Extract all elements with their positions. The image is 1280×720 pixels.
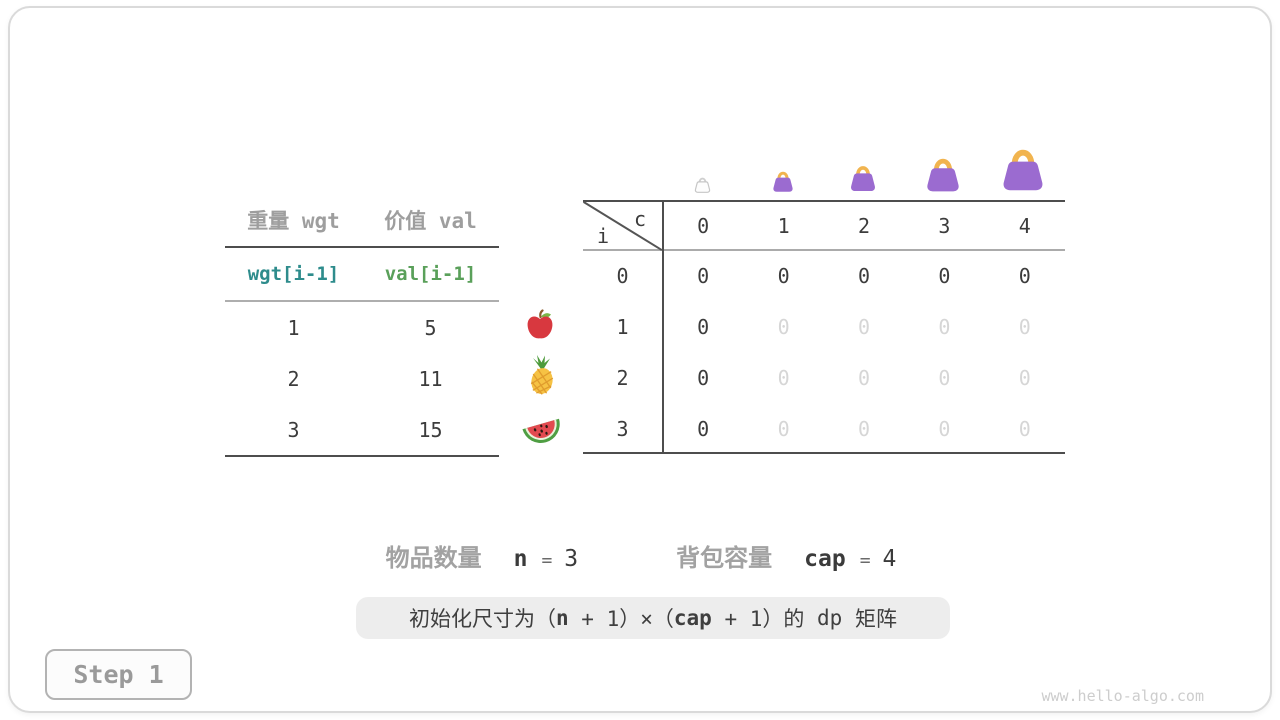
matrix-header-divider: [583, 249, 1065, 251]
table-row: 3 15: [225, 404, 499, 455]
caption-n-var: n: [556, 606, 569, 630]
dp-cell: 0: [1018, 416, 1031, 441]
matrix-row-headers: 0 1 2 3: [583, 251, 662, 454]
caption-text: + 1）的: [711, 607, 818, 631]
item-weight: 1: [287, 315, 300, 340]
dp-cell: 0: [697, 365, 710, 390]
item-weight: 2: [287, 366, 300, 391]
col-header: 0: [697, 213, 710, 238]
items-var: n: [513, 546, 528, 572]
dp-cell: 0: [777, 315, 790, 340]
caption-text: + 1）×（: [568, 607, 674, 631]
item-table-index-row: wgt[i-1] val[i-1]: [225, 248, 499, 300]
website-watermark: www.hello-algo.com: [1041, 687, 1204, 705]
wgt-index-label: wgt[i-1]: [247, 263, 340, 285]
items-value: 3: [564, 546, 579, 572]
dp-cell: 0: [777, 264, 790, 289]
params-line: 物品数量 n = 3 背包容量 cap = 4: [1, 538, 1280, 573]
item-weight: 3: [287, 417, 300, 442]
row-header: 2: [616, 365, 629, 390]
caption-dp-code: dp: [817, 606, 843, 630]
bag-icon-capacity-2: [847, 160, 879, 194]
matrix-bottom-border: [583, 452, 1065, 454]
capacity-label: 背包容量: [676, 544, 773, 572]
dp-cell: 0: [1018, 315, 1031, 340]
watermelon-icon: [519, 409, 563, 445]
dp-cell: 0: [938, 416, 951, 441]
dp-cell: 0: [697, 315, 710, 340]
table-row: 2 11: [225, 353, 499, 404]
matrix-row-var-label: i: [596, 224, 610, 248]
pineapple-icon: [523, 354, 559, 396]
item-table: 重量 wgt 价值 val wgt[i-1] val[i-1] 1 5 2 11…: [225, 193, 499, 457]
col-header: 4: [1018, 213, 1031, 238]
dp-cell: 0: [857, 315, 871, 340]
caption-text: 初始化尺寸为（: [409, 607, 556, 631]
matrix-col-var-label: c: [633, 207, 647, 231]
dp-matrix-cells: 0 0 0 0 0 0 0 0 0 0 0 0 0 0 0 0 0 0 0 0: [663, 251, 1065, 454]
equals-sign: =: [541, 550, 553, 571]
caption-cap-var: cap: [673, 606, 712, 630]
dp-cell: 0: [697, 416, 710, 441]
dp-cell: 0: [1018, 264, 1031, 289]
items-count-group: 物品数量 n = 3: [386, 538, 579, 573]
caption-text: 矩阵: [842, 607, 897, 631]
bag-icon-capacity-3: [922, 151, 964, 195]
dp-cell: 0: [697, 264, 710, 289]
capacity-group: 背包容量 cap = 4: [676, 538, 896, 573]
item-value: 5: [424, 315, 437, 340]
dp-cell: 0: [857, 365, 871, 390]
dp-cell: 0: [777, 365, 790, 390]
dp-cell: 0: [938, 264, 951, 289]
row-header: 3: [616, 416, 629, 441]
divider: [225, 455, 499, 457]
col-header: 3: [938, 213, 951, 238]
bag-icon-capacity-4: [997, 140, 1049, 195]
dp-cell: 0: [938, 315, 951, 340]
items-count-label: 物品数量: [385, 544, 482, 572]
matrix-column-headers: 0 1 2 3 4: [663, 202, 1065, 249]
value-column-header: 价值 val: [384, 208, 477, 233]
dp-cell: 0: [777, 416, 790, 441]
divider: [225, 246, 499, 248]
divider: [225, 300, 499, 302]
dp-cell: 0: [857, 416, 871, 441]
row-header: 1: [616, 315, 629, 340]
matrix-vertical-divider: [662, 200, 664, 454]
dp-cell: 0: [857, 264, 871, 289]
item-value: 15: [418, 417, 443, 442]
item-table-header: 重量 wgt 价值 val: [225, 193, 499, 246]
weight-column-header: 重量 wgt: [247, 208, 340, 233]
bag-icon-capacity-0: [693, 174, 712, 194]
col-header: 1: [777, 213, 790, 238]
table-row: 1 5: [225, 302, 499, 353]
step-badge: Step 1: [45, 649, 192, 700]
col-header: 2: [857, 213, 871, 238]
dp-cell: 0: [1018, 365, 1031, 390]
row-header: 0: [616, 264, 629, 289]
dp-cell: 0: [938, 365, 951, 390]
capacity-value: 4: [882, 546, 897, 572]
item-value: 11: [418, 366, 443, 391]
step-caption: 初始化尺寸为（ n + 1）×（ cap + 1）的 dp 矩阵: [356, 597, 950, 639]
capacity-var: cap: [804, 546, 846, 572]
equals-sign: =: [859, 550, 871, 571]
bag-icon-capacity-1: [770, 167, 796, 194]
apple-icon: [526, 309, 554, 341]
matrix-top-border: [583, 200, 1065, 202]
diagram-card: 重量 wgt 价值 val wgt[i-1] val[i-1] 1 5 2 11…: [8, 6, 1272, 713]
val-index-label: val[i-1]: [384, 263, 477, 285]
